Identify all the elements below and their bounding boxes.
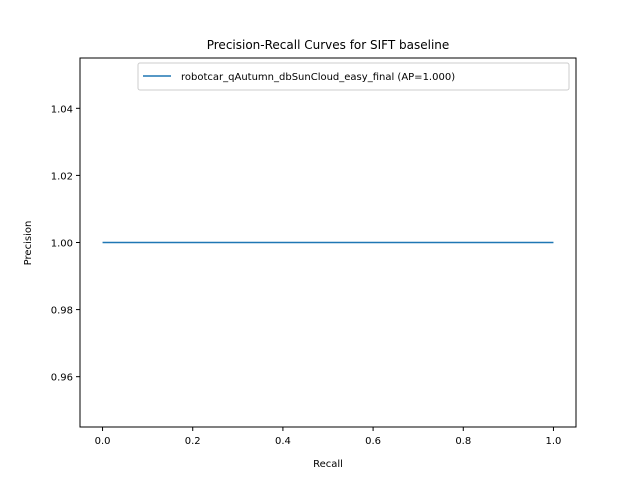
x-axis-label: Recall xyxy=(313,459,343,470)
y-tick-label: 1.00 xyxy=(51,239,73,250)
y-tick-label: 1.02 xyxy=(51,171,73,182)
legend-entry-label: robotcar_qAutumn_dbSunCloud_easy_final (… xyxy=(181,72,455,83)
legend: robotcar_qAutumn_dbSunCloud_easy_final (… xyxy=(137,62,570,91)
chart-title: Precision-Recall Curves for SIFT baselin… xyxy=(207,38,450,52)
y-axis-ticks: 0.96 0.98 1.00 1.02 1.04 xyxy=(51,104,80,384)
y-tick-label: 0.98 xyxy=(51,306,73,317)
legend-box xyxy=(137,62,570,91)
y-axis-label: Precision xyxy=(23,221,34,266)
y-tick-label: 1.04 xyxy=(51,104,73,115)
x-tick-label: 0.2 xyxy=(185,436,201,447)
x-tick-label: 1.0 xyxy=(546,436,562,447)
x-tick-label: 0.0 xyxy=(95,436,111,447)
x-tick-label: 0.6 xyxy=(365,436,381,447)
x-tick-label: 0.8 xyxy=(455,436,471,447)
y-tick-label: 0.96 xyxy=(51,373,73,384)
x-tick-label: 0.4 xyxy=(275,436,291,447)
x-axis-ticks: 0.0 0.2 0.4 0.6 0.8 1.0 xyxy=(95,427,562,447)
